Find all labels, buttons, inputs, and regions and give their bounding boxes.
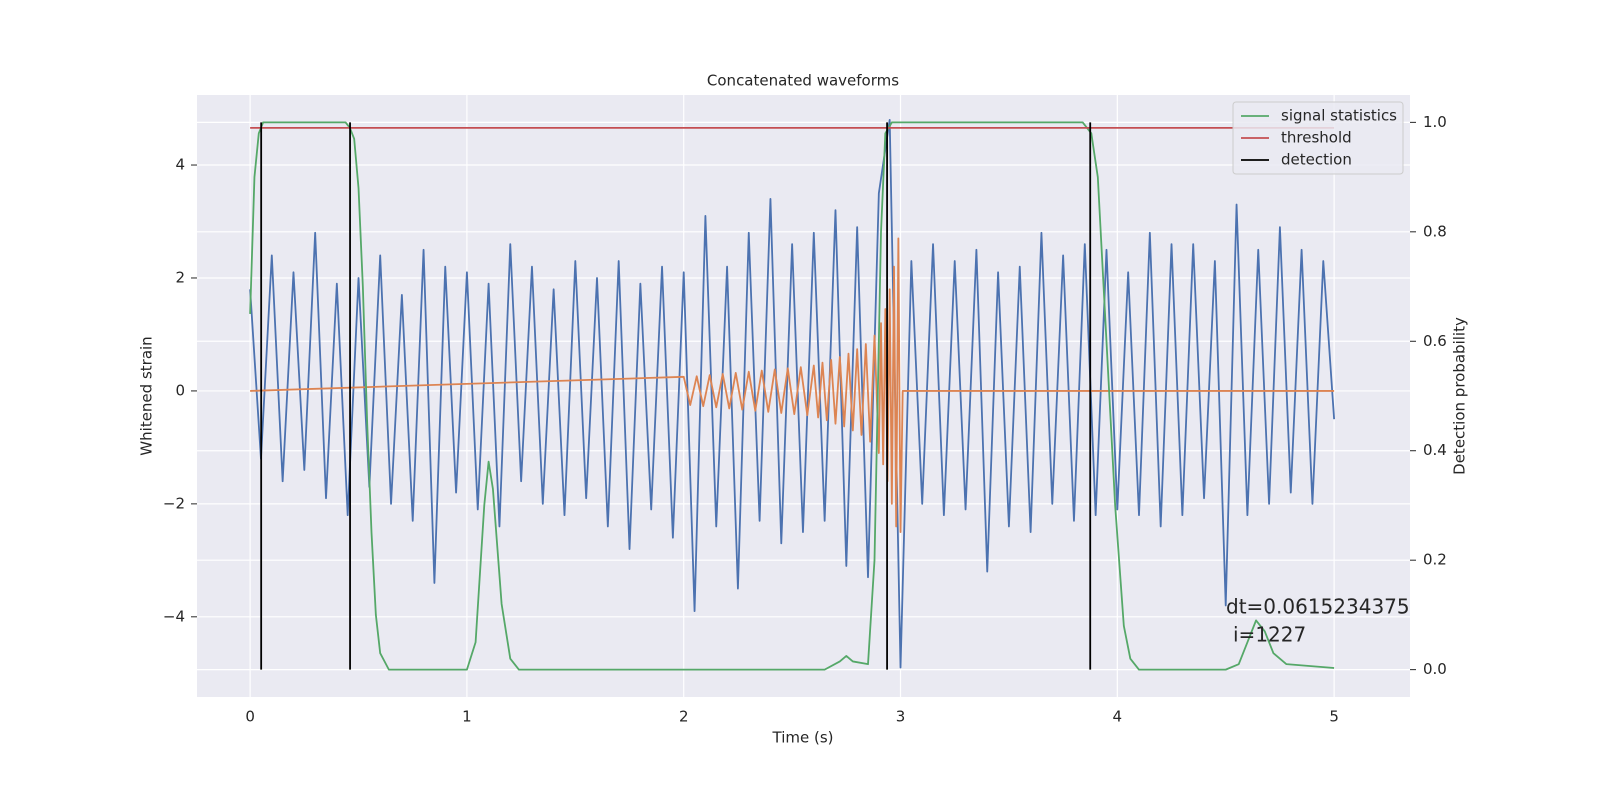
annotation: dt=0.0615234375 <box>1226 595 1410 619</box>
x-tick-label: 4 <box>1113 708 1123 726</box>
y2-tick-label: 0.4 <box>1423 441 1447 459</box>
x-tick-label: 0 <box>245 708 255 726</box>
x-tick-label: 5 <box>1329 708 1339 726</box>
legend-label: detection <box>1281 151 1352 169</box>
y-tick-label: −2 <box>163 494 185 512</box>
legend-label: threshold <box>1281 129 1352 147</box>
legend-label: signal statistics <box>1281 107 1397 125</box>
chart-title: Concatenated waveforms <box>707 72 899 90</box>
y2-tick-label: 1.0 <box>1423 113 1447 131</box>
y-tick-label: 4 <box>175 156 185 174</box>
line-series <box>249 121 1335 671</box>
x-tick-label: 3 <box>896 708 906 726</box>
y-tick-label: 0 <box>175 381 185 399</box>
x-tick-label: 1 <box>462 708 472 726</box>
annotation: i=1227 <box>1233 623 1306 647</box>
y2-tick-label: 0.8 <box>1423 222 1447 240</box>
y2-axis-label: Detection probability <box>1451 317 1469 475</box>
legend-box <box>1232 101 1404 175</box>
line-series <box>249 118 1336 669</box>
y2-tick-label: 0.6 <box>1423 332 1447 350</box>
y-axis-label: Whitened strain <box>138 336 156 455</box>
y2-tick-label: 0.2 <box>1423 551 1447 569</box>
x-tick-label: 2 <box>679 708 689 726</box>
y-tick-label: −4 <box>163 607 185 625</box>
y2-tick-label: 0.0 <box>1423 660 1447 678</box>
y-tick-label: 2 <box>175 268 185 286</box>
x-axis-label: Time (s) <box>772 729 834 747</box>
